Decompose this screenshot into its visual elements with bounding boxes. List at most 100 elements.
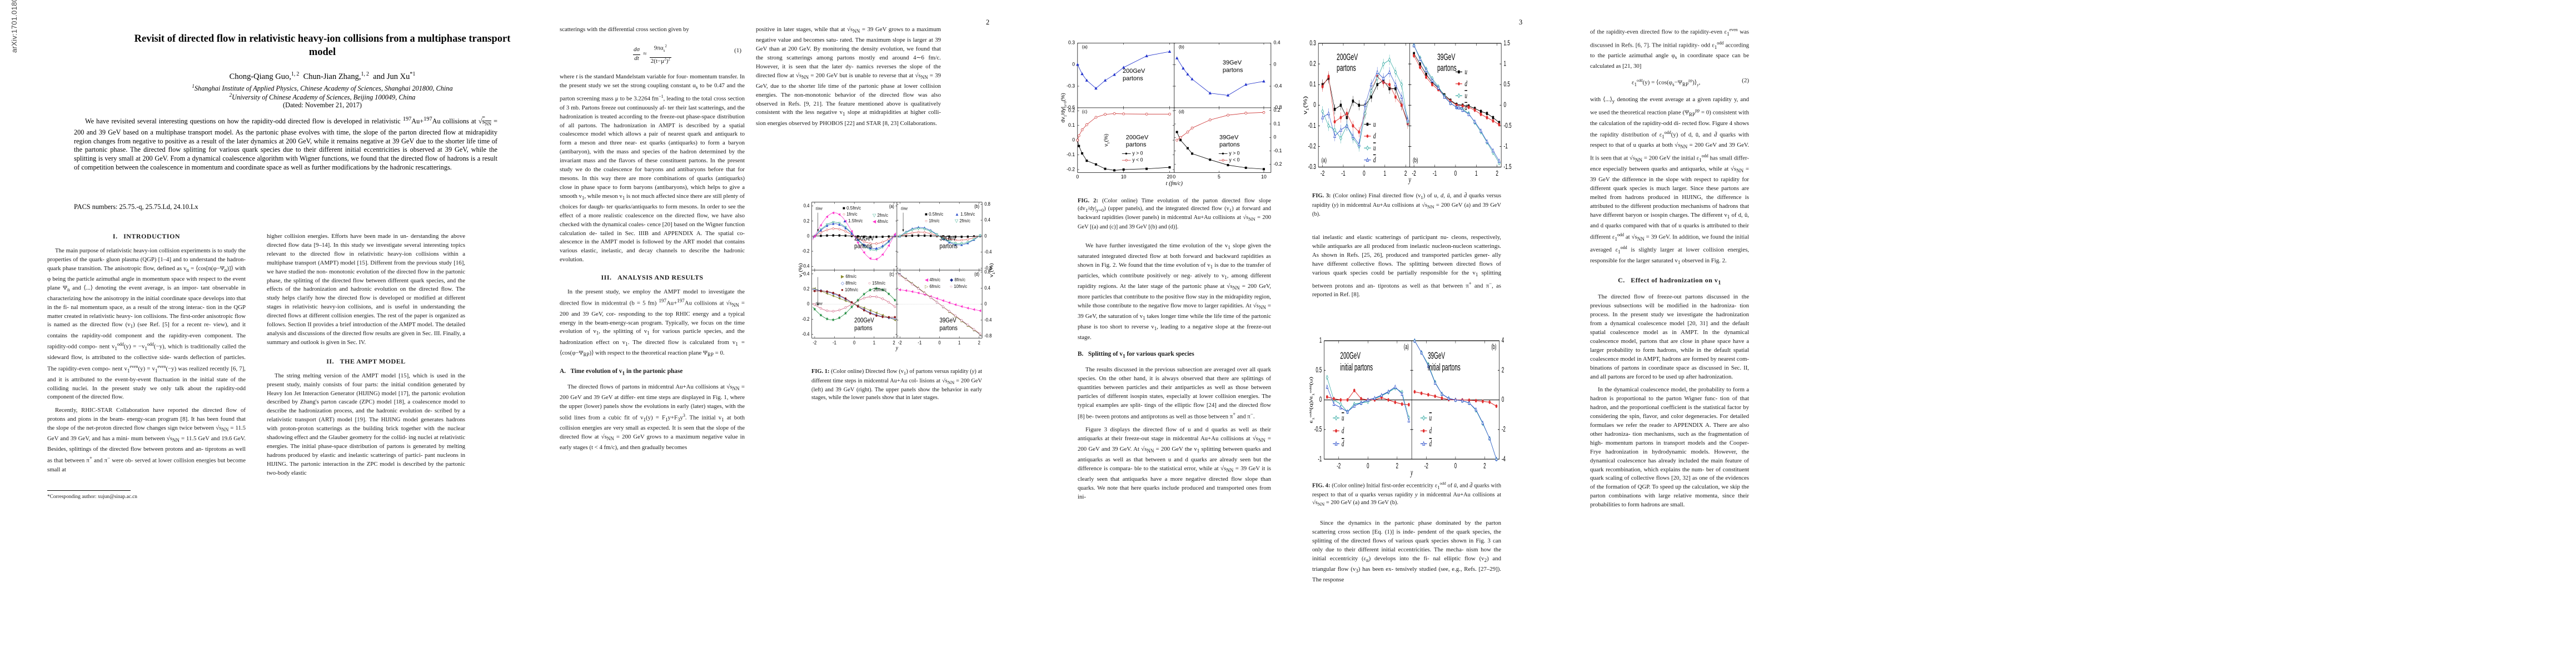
svg-text:y > 0: y > 0: [1229, 150, 1240, 156]
svg-text:0: 0: [1454, 170, 1457, 178]
svg-text:time: time: [816, 205, 823, 211]
svg-text:200GeV: 200GeV: [1341, 350, 1361, 361]
svg-text:0.3: 0.3: [1310, 39, 1316, 47]
svg-text:(c): (c): [1082, 109, 1088, 114]
svg-text:partons: partons: [1437, 63, 1457, 73]
svg-text:200GeV: 200GeV: [1126, 134, 1149, 141]
svg-text:2: 2: [1396, 462, 1398, 470]
svg-text:(d): (d): [1179, 109, 1184, 114]
svg-text:5: 5: [1218, 174, 1220, 180]
svg-text:0.3: 0.3: [1068, 39, 1075, 45]
svg-text:0.5: 0.5: [1504, 81, 1510, 88]
svg-text:-0.5: -0.5: [1314, 425, 1322, 434]
svg-text:10: 10: [1261, 174, 1267, 180]
svg-text:-0.4: -0.4: [984, 316, 991, 322]
svg-text:1: 1: [873, 339, 875, 345]
svg-text:-2: -2: [1412, 170, 1416, 178]
svg-text:-1: -1: [1504, 143, 1508, 151]
svg-text:u: u: [1465, 91, 1468, 101]
svg-text:0: 0: [1367, 462, 1369, 470]
svg-text:partons: partons: [1126, 141, 1147, 148]
svg-text:initial partons: initial partons: [1341, 362, 1373, 374]
svg-text:d: d: [1342, 426, 1344, 435]
svg-text:0.1: 0.1: [1068, 122, 1075, 128]
svg-text:0: 0: [1274, 61, 1277, 67]
svg-text:-0.2: -0.2: [1308, 143, 1316, 151]
svg-text:0.4: 0.4: [1274, 39, 1280, 45]
svg-text:d: d: [1465, 79, 1468, 88]
svg-text:-0.2: -0.2: [802, 316, 809, 322]
svg-text:0: 0: [984, 300, 986, 306]
svg-text:200GeV: 200GeV: [854, 317, 874, 324]
svg-text:u: u: [1342, 413, 1344, 422]
svg-text:0: 0: [938, 339, 940, 345]
svg-text:(a): (a): [889, 203, 894, 209]
svg-text:39GeV: 39GeV: [939, 235, 956, 242]
svg-text:1: 1: [1319, 336, 1322, 345]
svg-text:2: 2: [1483, 462, 1486, 470]
svg-text:u: u: [1429, 413, 1432, 422]
svg-text:partons: partons: [939, 325, 958, 332]
svg-text:time: time: [816, 301, 823, 306]
svg-text:(a): (a): [1322, 157, 1327, 165]
svg-text:y < 0: y < 0: [1229, 157, 1240, 162]
svg-text:(c): (c): [889, 271, 894, 277]
svg-text:partons: partons: [939, 242, 958, 250]
svg-text:0.4: 0.4: [984, 285, 990, 291]
svg-text:(b): (b): [974, 203, 979, 209]
svg-text:-0.4: -0.4: [984, 248, 991, 255]
svg-text:0.2: 0.2: [1274, 107, 1280, 113]
svg-text:d: d: [1465, 103, 1468, 112]
svg-text:y > 0: y > 0: [1133, 150, 1143, 156]
svg-text:200GeV: 200GeV: [1123, 68, 1145, 74]
svg-text:39GeV: 39GeV: [939, 317, 956, 324]
svg-text:d: d: [1342, 439, 1344, 448]
svg-text:-0.2: -0.2: [1067, 166, 1075, 172]
svg-text:2: 2: [1496, 170, 1499, 178]
svg-text:-0.5: -0.5: [1504, 122, 1512, 130]
svg-text:partons: partons: [1223, 67, 1243, 73]
svg-text:partons: partons: [1219, 141, 1240, 148]
svg-text:initial partons: initial partons: [1428, 362, 1461, 374]
svg-text:0.2: 0.2: [1068, 107, 1075, 113]
svg-text:-1.5: -1.5: [1504, 163, 1512, 171]
svg-text:partons: partons: [1123, 75, 1143, 82]
svg-text:partons: partons: [1337, 63, 1356, 73]
svg-text:200GeV: 200GeV: [1337, 52, 1358, 62]
svg-text:-2: -2: [1321, 170, 1324, 178]
svg-text:partons: partons: [854, 242, 873, 250]
svg-text:0: 0: [1319, 396, 1322, 404]
svg-text:-0.1: -0.1: [1308, 122, 1316, 130]
svg-text:partons: partons: [854, 325, 873, 332]
svg-text:-0.2: -0.2: [802, 247, 809, 253]
svg-text:-0.4: -0.4: [1274, 83, 1282, 88]
svg-text:0: 0: [984, 232, 986, 238]
svg-text:-2: -2: [1337, 462, 1341, 470]
svg-text:0.2: 0.2: [1310, 60, 1316, 68]
svg-text:-2: -2: [813, 339, 816, 345]
svg-text:-0.8: -0.8: [984, 332, 991, 339]
svg-text:-1: -1: [833, 339, 836, 345]
svg-text:-0.3: -0.3: [1308, 163, 1316, 171]
svg-text:(b): (b): [1413, 157, 1418, 165]
svg-text:39GeV: 39GeV: [1437, 52, 1456, 62]
svg-text:1: 1: [1384, 170, 1387, 178]
svg-text:0: 0: [807, 300, 809, 306]
svg-text:0: 0: [1314, 101, 1317, 109]
svg-text:(d): (d): [974, 271, 979, 277]
svg-text:y: y: [1410, 467, 1413, 477]
svg-text:0.1: 0.1: [1274, 121, 1280, 126]
svg-text:200GeV: 200GeV: [854, 235, 874, 242]
svg-text:0: 0: [1077, 174, 1079, 180]
svg-text:-2: -2: [898, 339, 902, 345]
svg-text:10: 10: [1121, 174, 1127, 180]
svg-text:-0.4: -0.4: [802, 331, 809, 337]
svg-text:d: d: [1373, 155, 1376, 165]
svg-text:(a): (a): [1404, 342, 1409, 351]
svg-text:-2: -2: [1502, 425, 1506, 434]
svg-text:-1: -1: [1342, 170, 1346, 178]
svg-text:(b): (b): [1179, 44, 1184, 49]
svg-text:0: 0: [853, 339, 855, 345]
svg-text:0: 0: [1504, 101, 1507, 109]
svg-text:20: 20: [1167, 174, 1173, 180]
